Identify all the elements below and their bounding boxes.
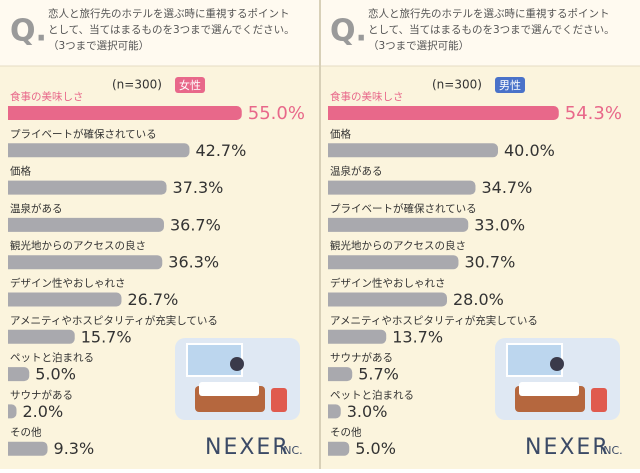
bar [8,329,75,344]
bar [8,441,48,456]
illustration [495,338,620,420]
group-label: 女性 [179,78,201,92]
q-mark: Q. [10,14,47,49]
category-label: 食事の美味しさ [10,90,84,103]
category-label: ペットと泊まれる [10,352,94,364]
value-label: 40.0% [504,141,555,160]
category-label: デザイン性やおしゃれさ [330,277,446,290]
bar [8,143,190,158]
group-label: 男性 [499,78,521,92]
category-label: その他 [10,426,42,439]
bar [8,255,163,270]
logo: NEXER [525,435,610,460]
bar [328,143,498,158]
value-label: 13.7% [392,327,443,346]
value-label: 37.3% [173,178,224,197]
value-label: 3.0% [347,402,388,421]
sample-size: (n=300) [432,78,482,92]
value-label: 28.0% [453,290,504,309]
bar [8,217,164,232]
question-line: （3つまで選択可能） [368,39,469,52]
sheet [199,382,259,396]
category-label: 価格 [10,165,31,178]
header [320,0,640,66]
bar [328,255,459,270]
bar [328,180,476,195]
category-label: 価格 [330,127,351,140]
suitcase [271,388,287,412]
logo: NEXER [205,435,290,460]
panel: Q. 恋人と旅行先のホテルを選ぶ時に重視するポイントとして、当てはまるものを3つま… [320,0,640,460]
value-label: 9.3% [54,439,95,458]
question-line: 恋人と旅行先のホテルを選ぶ時に重視するポイント [368,7,610,20]
logo-suffix: INC. [600,444,623,457]
value-label: 5.0% [35,365,76,384]
category-label: 温泉がある [330,165,383,178]
suitcase [591,388,607,412]
value-label: 5.7% [358,365,399,384]
category-label: アメニティやホスピタリティが充実している [10,314,218,327]
category-label: 温泉がある [10,202,63,215]
person [230,357,244,371]
value-label: 30.7% [464,253,515,272]
illustration [175,338,300,420]
value-label: 33.0% [474,215,525,234]
bar [328,292,447,307]
question-line: として、当てはまるものを3つまで選んでください。 [368,23,615,36]
bar [328,329,387,344]
bar [328,106,559,120]
logo-suffix: INC. [280,444,303,457]
category-label: 観光地からのアクセスの良さ [330,239,466,252]
question-line: 恋人と旅行先のホテルを選ぶ時に重視するポイント [48,7,290,20]
value-label: 34.7% [481,178,532,197]
header [0,0,320,66]
question-line: （3つまで選択可能） [48,39,149,52]
sheet [519,382,579,396]
bar [328,441,350,456]
value-label: 2.0% [23,402,64,421]
value-label: 26.7% [127,290,178,309]
category-label: プライベートが確保されている [330,202,477,215]
category-label: 観光地からのアクセスの良さ [10,239,146,252]
category-label: サウナがある [10,388,73,401]
category-label: サウナがある [330,351,393,364]
category-label: その他 [330,426,362,439]
category-label: アメニティやホスピタリティが充実している [330,314,538,327]
q-mark: Q. [330,14,367,49]
value-label: 36.7% [170,215,221,234]
bar [8,367,30,382]
question-line: として、当てはまるものを3つまで選んでください。 [48,23,295,36]
person [550,357,564,371]
value-label: 36.3% [168,253,219,272]
bar [328,367,353,382]
category-label: プライベートが確保されている [10,127,157,140]
bar [8,404,17,419]
category-label: 食事の美味しさ [330,90,404,103]
bar [8,106,242,120]
value-label: 55.0% [248,103,305,124]
bar [8,292,122,307]
group-tag [175,77,205,93]
bar [328,217,469,232]
value-label: 54.3% [565,103,622,124]
sample-size: (n=300) [112,78,162,92]
group-tag [495,77,525,93]
value-label: 42.7% [195,141,246,160]
bar [328,404,341,419]
value-label: 15.7% [81,327,132,346]
category-label: ペットと泊まれる [330,389,414,401]
panel: Q. 恋人と旅行先のホテルを選ぶ時に重視するポイントとして、当てはまるものを3つま… [0,0,320,460]
bar [8,180,167,195]
category-label: デザイン性やおしゃれさ [10,277,126,290]
value-label: 5.0% [355,439,396,458]
